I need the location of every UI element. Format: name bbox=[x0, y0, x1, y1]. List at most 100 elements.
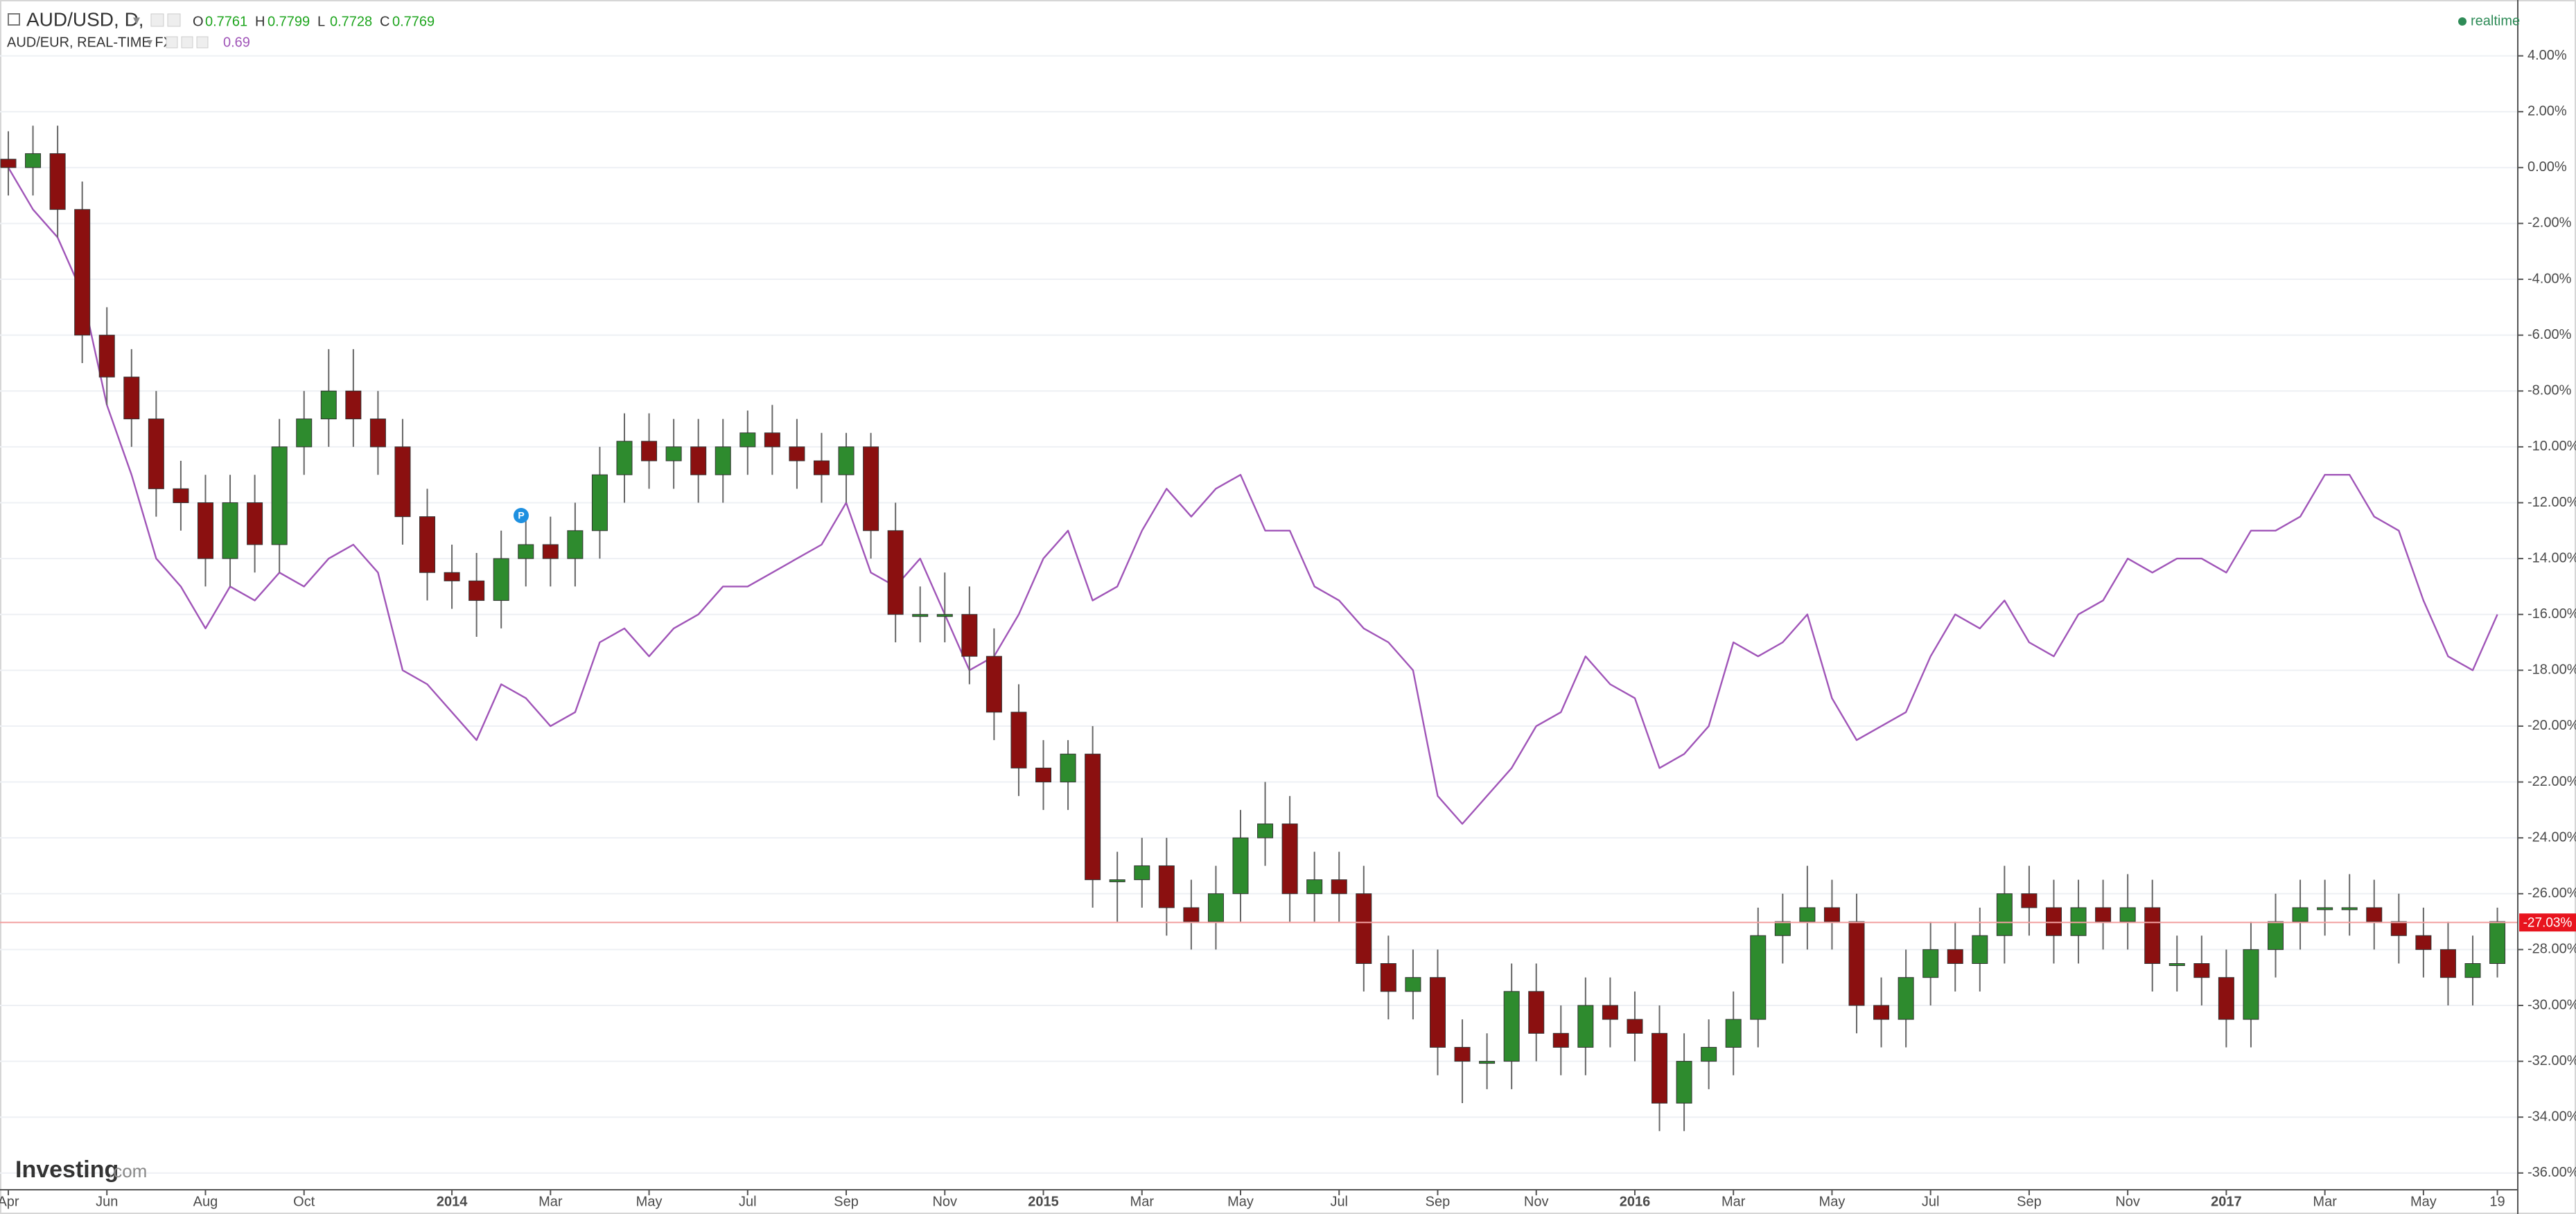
settings-button[interactable] bbox=[150, 13, 164, 27]
candle-body bbox=[789, 446, 805, 461]
compare-title: AUD/EUR, REAL-TIME FX bbox=[7, 35, 173, 50]
symbol-title: AUD/USD, D, bbox=[26, 8, 144, 30]
candle-body bbox=[148, 419, 164, 489]
y-tick-label: -6.00% bbox=[2527, 327, 2572, 342]
x-tick-label: Mar bbox=[538, 1194, 563, 1209]
candle-body bbox=[813, 460, 830, 475]
candle-body bbox=[690, 446, 707, 475]
candle-body bbox=[961, 614, 978, 657]
candle-body bbox=[887, 530, 904, 615]
x-tick-label: 2015 bbox=[1028, 1194, 1059, 1209]
logo-suffix: .com bbox=[108, 1161, 147, 1181]
x-tick-label: Sep bbox=[834, 1194, 859, 1209]
x-tick-label: Oct bbox=[293, 1194, 315, 1209]
x-tick-label: Nov bbox=[932, 1194, 957, 1209]
candle-body bbox=[419, 516, 436, 573]
candle-body bbox=[1799, 907, 1816, 922]
y-tick-label: -18.00% bbox=[2527, 662, 2576, 678]
candle-body bbox=[2045, 907, 2062, 936]
candle-body bbox=[1183, 907, 1200, 922]
y-tick-label: -16.00% bbox=[2527, 606, 2576, 622]
candle-body bbox=[2144, 907, 2161, 965]
x-tick-label: Mar bbox=[2313, 1194, 2337, 1209]
y-tick-label: 4.00% bbox=[2527, 48, 2567, 63]
candle-body bbox=[1331, 879, 1347, 895]
x-tick-label: Mar bbox=[1721, 1194, 1746, 1209]
ohlc-legend: O 0.7761 H 0.7799 L 0.7728 C 0.7769 bbox=[193, 14, 435, 29]
y-tick-label: -30.00% bbox=[2527, 997, 2576, 1012]
x-tick-label: Nov bbox=[2115, 1194, 2140, 1209]
plot-layer bbox=[0, 125, 2518, 1132]
ohlc-key: L bbox=[317, 14, 325, 29]
candle-body bbox=[1109, 879, 1125, 883]
candle-body bbox=[1405, 977, 1421, 992]
candle-body bbox=[197, 502, 213, 559]
candle-body bbox=[863, 446, 879, 531]
candle-body bbox=[1972, 935, 1988, 965]
x-tick-label: Mar bbox=[1130, 1194, 1155, 1209]
x-tick-label: Jul bbox=[739, 1194, 757, 1209]
candle-body bbox=[25, 153, 42, 168]
x-tick-label: Sep bbox=[1426, 1194, 1451, 1209]
candle-body bbox=[665, 446, 682, 461]
candle-body bbox=[764, 432, 780, 448]
candle-body bbox=[616, 441, 633, 475]
remove-button[interactable] bbox=[196, 36, 209, 49]
x-tick-label: Jul bbox=[1922, 1194, 1940, 1209]
status-dot bbox=[2458, 17, 2467, 26]
x-tick-label: 19 bbox=[2489, 1194, 2505, 1209]
candle-body bbox=[838, 446, 855, 475]
candle-body bbox=[1898, 977, 1914, 1020]
candle-body bbox=[2415, 935, 2432, 950]
x-tick-label: 2014 bbox=[437, 1194, 468, 1209]
event-marker[interactable] bbox=[514, 508, 529, 523]
candle-body bbox=[1060, 753, 1076, 783]
x-tick-label: Apr bbox=[0, 1194, 19, 1209]
candle-body bbox=[912, 614, 929, 617]
candle-body bbox=[739, 432, 756, 448]
dropdown-caret[interactable]: ▾ bbox=[133, 12, 140, 28]
candle-body bbox=[1207, 893, 1224, 922]
hide-button[interactable] bbox=[167, 13, 181, 27]
collapse-icon[interactable] bbox=[8, 13, 20, 26]
x-tick-label: 2016 bbox=[1620, 1194, 1651, 1209]
ohlc-key: O bbox=[193, 14, 204, 29]
candle-body bbox=[49, 153, 66, 210]
candle-body bbox=[518, 544, 534, 559]
event-marker-label: P bbox=[518, 510, 524, 521]
candle-body bbox=[2193, 963, 2210, 978]
y-tick-label: -4.00% bbox=[2527, 271, 2572, 286]
candle-body bbox=[591, 474, 608, 531]
candle-body bbox=[123, 376, 140, 420]
hide-button[interactable] bbox=[181, 36, 193, 49]
candle-body bbox=[1848, 921, 1865, 1006]
candle-body bbox=[468, 580, 485, 601]
candle-body bbox=[1454, 1046, 1471, 1062]
x-tick-label: May bbox=[1819, 1194, 1846, 1209]
line-series bbox=[7, 167, 2498, 825]
candle-body bbox=[1823, 907, 1840, 922]
candle-body bbox=[444, 572, 460, 581]
x-tick-label: May bbox=[2410, 1194, 2437, 1209]
y-tick-label: -2.00% bbox=[2527, 215, 2572, 231]
candle-body bbox=[1873, 1005, 1890, 1020]
y-tick-label: 0.00% bbox=[2527, 159, 2567, 175]
candle-body bbox=[2268, 921, 2284, 950]
candle-body bbox=[2390, 921, 2407, 936]
candle-body bbox=[1750, 935, 1767, 1020]
candle-body bbox=[493, 558, 509, 601]
candle-body bbox=[1010, 712, 1027, 768]
candle-body bbox=[567, 530, 584, 559]
status-text: realtime bbox=[2471, 13, 2520, 28]
dropdown-caret[interactable]: ▾ bbox=[147, 37, 152, 49]
y-tick-label: -8.00% bbox=[2527, 383, 2572, 398]
candle-body bbox=[715, 446, 731, 475]
y-tick-label: -36.00% bbox=[2527, 1165, 2576, 1180]
candle-body bbox=[1380, 963, 1396, 992]
settings-button[interactable] bbox=[166, 36, 178, 49]
candle-body bbox=[1676, 1061, 1692, 1104]
candle-body bbox=[2489, 921, 2506, 965]
axis-layer: 4.00% 2.00% 0.00% -2.00% -4.00% -6.00% -8.00% -… bbox=[0, 48, 2576, 1209]
ohlc-key: C bbox=[380, 14, 389, 29]
